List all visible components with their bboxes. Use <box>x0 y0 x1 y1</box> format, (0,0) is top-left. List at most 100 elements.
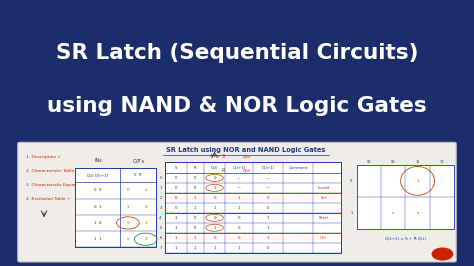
Text: Q(t+1) = S + R̄·Q(t): Q(t+1) = S + R̄·Q(t) <box>385 236 426 240</box>
Text: 11: 11 <box>415 160 420 164</box>
Text: Set: Set <box>320 196 327 200</box>
Bar <box>165 193 341 213</box>
Text: 0: 0 <box>238 236 240 240</box>
Text: 1: 1 <box>267 236 269 240</box>
Text: 1: 1 <box>194 246 197 250</box>
Text: 0: 0 <box>127 188 129 192</box>
Text: 0  0: 0 0 <box>94 188 102 192</box>
Text: 1: 1 <box>267 226 269 230</box>
Text: 0: 0 <box>213 216 216 220</box>
Text: 1: 1 <box>194 206 197 210</box>
Text: 1: 1 <box>350 211 352 215</box>
Text: 1: 1 <box>175 216 177 220</box>
Text: 0: 0 <box>145 205 147 209</box>
Text: 2. Characteristic Table ✓: 2. Characteristic Table ✓ <box>26 169 79 173</box>
Text: Q(t).Q(t+1): Q(t).Q(t+1) <box>87 173 109 177</box>
Text: 4: 4 <box>159 216 162 220</box>
Text: 00: 00 <box>367 160 372 164</box>
Text: Q(t): Q(t) <box>211 165 219 170</box>
Text: 2W's: 2W's <box>209 153 220 158</box>
Text: Q(t): Q(t) <box>320 236 327 240</box>
Text: 6: 6 <box>159 236 162 240</box>
Text: 0: 0 <box>267 206 269 210</box>
Text: using NAND & NOR Logic Gates: using NAND & NOR Logic Gates <box>47 96 427 117</box>
Text: 1: 1 <box>238 246 240 250</box>
Bar <box>75 168 156 247</box>
Text: 1: 1 <box>416 179 419 183</box>
Text: 2: 2 <box>159 196 162 200</box>
Text: 0: 0 <box>350 179 352 183</box>
Text: 1: 1 <box>267 216 269 220</box>
Text: 1: 1 <box>213 226 216 230</box>
Text: 1: 1 <box>238 206 240 210</box>
Text: x: x <box>392 211 394 215</box>
Text: 01: 01 <box>391 160 396 164</box>
Text: Q(t): Q(t) <box>243 155 251 159</box>
Text: 1: 1 <box>194 196 197 200</box>
Text: S  R: S R <box>134 173 141 177</box>
Text: 1: 1 <box>159 186 162 190</box>
Text: 5: 5 <box>159 226 162 230</box>
Text: 0: 0 <box>267 246 269 250</box>
Text: 0: 0 <box>175 196 177 200</box>
Text: 1  1: 1 1 <box>94 237 102 241</box>
Text: 3: 3 <box>159 206 162 210</box>
Text: 7: 7 <box>159 246 162 250</box>
Text: 10: 10 <box>439 160 444 164</box>
Text: 1: 1 <box>238 196 240 200</box>
Text: 0: 0 <box>175 186 177 190</box>
Text: 0: 0 <box>213 176 216 180</box>
Text: 0: 0 <box>213 236 216 240</box>
Text: 0: 0 <box>194 176 197 180</box>
Text: 0: 0 <box>194 186 197 190</box>
Text: 1: 1 <box>145 221 147 225</box>
Circle shape <box>432 248 453 260</box>
Text: 1: 1 <box>127 205 129 209</box>
Bar <box>357 165 454 229</box>
Text: Invalid: Invalid <box>317 186 329 190</box>
Text: 1: 1 <box>175 246 177 250</box>
Text: 3. Characteristic Equation ✓: 3. Characteristic Equation ✓ <box>26 183 87 187</box>
Text: 1. Description ✓: 1. Description ✓ <box>26 155 61 160</box>
Text: 0: 0 <box>159 176 162 180</box>
Text: 1: 1 <box>213 246 216 250</box>
Text: S: S <box>222 155 226 159</box>
FancyBboxPatch shape <box>18 142 456 262</box>
Text: 0  1: 0 1 <box>94 205 102 209</box>
Text: —: — <box>237 186 241 190</box>
Text: R: R <box>222 168 226 173</box>
Text: —: — <box>266 176 270 180</box>
Text: 0: 0 <box>175 206 177 210</box>
Text: 0: 0 <box>213 196 216 200</box>
Text: S: S <box>175 165 177 170</box>
Text: —: — <box>237 176 241 180</box>
Text: INs: INs <box>94 159 102 163</box>
Text: 0: 0 <box>238 226 240 230</box>
Text: 0: 0 <box>175 176 177 180</box>
Text: x: x <box>417 211 419 215</box>
Text: R: R <box>194 165 197 170</box>
Bar <box>165 162 341 253</box>
Text: x: x <box>145 188 147 192</box>
Text: Reset: Reset <box>318 216 328 220</box>
Text: 1: 1 <box>213 186 216 190</box>
Text: Q(t+1): Q(t+1) <box>232 165 246 170</box>
Text: Q̄(t+1): Q̄(t+1) <box>261 165 275 170</box>
Text: 1  0: 1 0 <box>94 221 102 225</box>
Text: SR Latch using NOR and NAND Logic Gates: SR Latch using NOR and NAND Logic Gates <box>166 147 325 153</box>
Text: 0: 0 <box>194 226 197 230</box>
Text: 4. Excitation Table ✓: 4. Excitation Table ✓ <box>26 197 70 201</box>
Text: 1: 1 <box>213 206 216 210</box>
Text: SR Latch (Sequential Circuits): SR Latch (Sequential Circuits) <box>56 43 418 63</box>
Text: 0: 0 <box>127 221 129 225</box>
Text: 0: 0 <box>238 216 240 220</box>
Text: —: — <box>266 186 270 190</box>
Text: 1: 1 <box>175 236 177 240</box>
Text: x: x <box>127 237 129 241</box>
Text: 1: 1 <box>194 236 197 240</box>
Text: 0: 0 <box>145 237 147 241</box>
Text: Q̄(t): Q̄(t) <box>243 168 251 172</box>
Text: 0: 0 <box>194 216 197 220</box>
Bar <box>165 213 341 233</box>
Text: 0: 0 <box>267 196 269 200</box>
